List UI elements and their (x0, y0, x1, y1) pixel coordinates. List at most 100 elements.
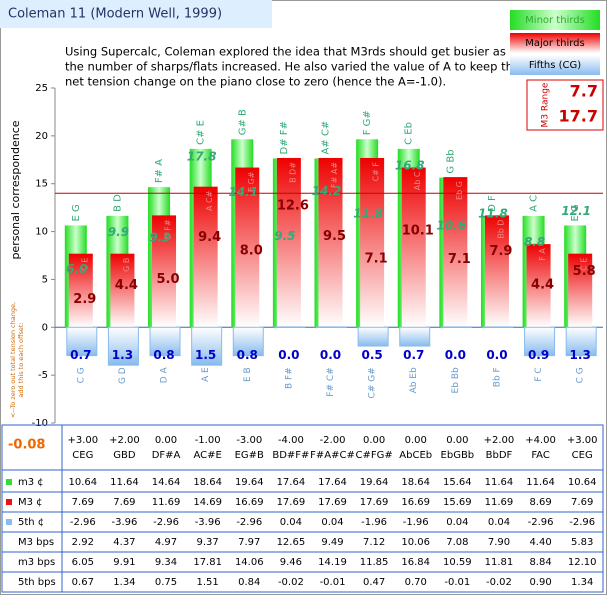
y-axis-label: personal correspondence (9, 120, 22, 259)
category-label: C#FG# (355, 450, 392, 461)
table-cell: -3.96 (195, 517, 221, 528)
data-label: 1.5 (195, 348, 216, 362)
category-label: DF#A (152, 450, 181, 461)
table-cell: -0.01 (444, 577, 470, 588)
data-label: 0.7 (403, 348, 424, 362)
legend-swatch (510, 55, 600, 75)
data-label: 16.8 (395, 159, 425, 173)
bar (524, 326, 556, 357)
table-cell: 0.84 (238, 577, 260, 588)
table-cell: 17.69 (277, 497, 306, 508)
note-label: F A (538, 248, 547, 261)
note-label: G D (118, 367, 128, 384)
data-label: 8.8 (524, 235, 545, 249)
table-cell: 0.04 (488, 517, 510, 528)
y-tick-label: 25 (35, 83, 48, 94)
table-cell: 0.75 (155, 577, 177, 588)
table-cell: 0.04 (321, 517, 343, 528)
note-label: G# B (237, 109, 248, 135)
data-label: 0.5 (361, 348, 382, 362)
y-tick-label: -10 (32, 418, 48, 429)
y-tick-label: 15 (35, 179, 48, 190)
note-label: F C (534, 367, 544, 381)
data-label: 7.1 (365, 252, 388, 267)
data-label: 1.3 (570, 348, 591, 362)
data-label: 0.7 (70, 348, 91, 362)
data-label: 12.6 (277, 199, 309, 214)
range-label: M3 Range (541, 82, 551, 127)
offset-label: +4.00 (525, 435, 556, 446)
note-label: F# A# (330, 162, 339, 188)
legend-label: Fifths (CG) (529, 60, 581, 71)
category-label: CEG (72, 450, 93, 461)
bar (565, 326, 597, 357)
title-box (0, 0, 272, 28)
data-label: 9.4 (198, 230, 221, 245)
note-label: B D# (288, 162, 297, 183)
range-max: 17.7 (559, 107, 598, 126)
table-cell: 5.83 (571, 537, 593, 548)
table-cell: 10.06 (401, 537, 430, 548)
data-label: 4.4 (531, 278, 554, 293)
bar (110, 253, 135, 328)
data-label: 8.0 (240, 244, 263, 259)
note-label: D F (487, 195, 498, 212)
table-cell: 16.84 (401, 557, 430, 568)
table-cell: 7.90 (488, 537, 510, 548)
y-tick-label: 5 (42, 274, 48, 285)
table-cell: 17.69 (360, 497, 389, 508)
table-cell: 14.06 (235, 557, 264, 568)
category-label: BbDF (486, 450, 513, 461)
table-cell: 15.69 (443, 497, 472, 508)
note-label: D F# (164, 219, 173, 239)
legend-swatch (510, 33, 600, 53)
table-cell: 8.84 (529, 557, 551, 568)
row-swatch (6, 479, 12, 485)
row-swatch (6, 499, 12, 505)
bar (235, 167, 260, 328)
table-cell: -1.96 (403, 517, 429, 528)
table-cell: -2.96 (153, 517, 179, 528)
data-label: 10.6 (437, 218, 467, 232)
note-label: Ab Eb (409, 367, 419, 393)
note-label: F# C# (326, 367, 336, 396)
legend-swatch (510, 10, 600, 30)
offset-label: +2.00 (484, 435, 515, 446)
bar (399, 326, 431, 347)
category-label: AbCEb (399, 450, 432, 461)
table-cell: 10.64 (68, 477, 97, 488)
y-tick-label: 20 (35, 131, 48, 142)
table-cell: -1.96 (361, 517, 387, 528)
offset-label: +3.00 (567, 435, 598, 446)
note-label: E G (570, 204, 581, 221)
table-cell: 11.64 (526, 477, 555, 488)
data-label: 0.8 (237, 348, 258, 362)
offset-label: -3.00 (236, 435, 262, 446)
note-label: E G (71, 204, 82, 221)
offset-label: 0.00 (405, 435, 427, 446)
description: Using Supercalc, Coleman explored the id… (65, 45, 506, 59)
table-cell: 17.69 (318, 497, 347, 508)
data-label: 0.0 (445, 348, 466, 362)
table-cell: 9.34 (155, 557, 177, 568)
legend-label: Minor thirds (525, 15, 585, 26)
category-label: FAC (531, 450, 549, 461)
note-label: Eb G (455, 181, 464, 200)
category-label: CEG (572, 450, 593, 461)
table-cell: 18.64 (401, 477, 430, 488)
data-label: 17.8 (187, 149, 217, 163)
table-cell: 17.64 (277, 477, 306, 488)
tension-note: <--To zero out total tension change, (9, 302, 17, 418)
note-label: F G# (362, 110, 373, 135)
table-cell: 0.67 (72, 577, 94, 588)
tension-value: -0.08 (8, 438, 45, 453)
note-label: B D (112, 194, 123, 212)
bar (232, 326, 264, 357)
category-label: GBD (113, 450, 136, 461)
data-label: 5.0 (157, 272, 180, 287)
row-label: 5th bps (18, 577, 56, 588)
table-cell: 7.69 (72, 497, 94, 508)
table-cell: 16.69 (235, 497, 264, 508)
note-label: Bb D (496, 219, 505, 238)
table-cell: -0.01 (320, 577, 346, 588)
